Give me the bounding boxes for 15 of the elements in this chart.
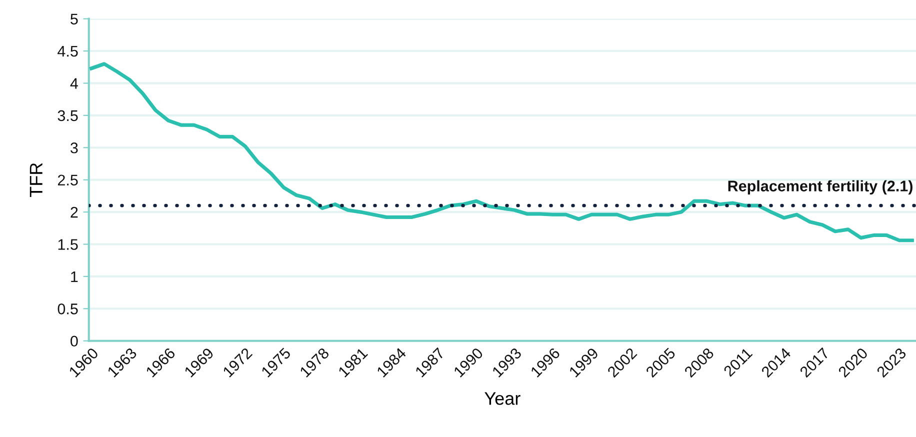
y-tick-label: 1.5 [58, 239, 78, 250]
y-tick-label: 0.5 [58, 304, 78, 314]
y-axis-title: TFR [30, 163, 42, 197]
y-tick-label: 5 [70, 14, 78, 24]
y-tick-label: 3.5 [58, 110, 78, 122]
y-tick-label: 3 [70, 142, 78, 154]
y-tick-label: 1 [71, 271, 78, 282]
y-tick-label: 4 [70, 78, 78, 89]
y-tick-label: 4.5 [58, 46, 78, 57]
y-tick-label: 2 [70, 206, 78, 218]
y-tick-label: 2.5 [58, 174, 78, 186]
line-series [90, 62, 914, 242]
x-axis-title: Year [484, 392, 520, 405]
y-tick-label: 0 [70, 336, 78, 347]
ref-line-label: Replacement fertility (2.1) [728, 180, 912, 194]
